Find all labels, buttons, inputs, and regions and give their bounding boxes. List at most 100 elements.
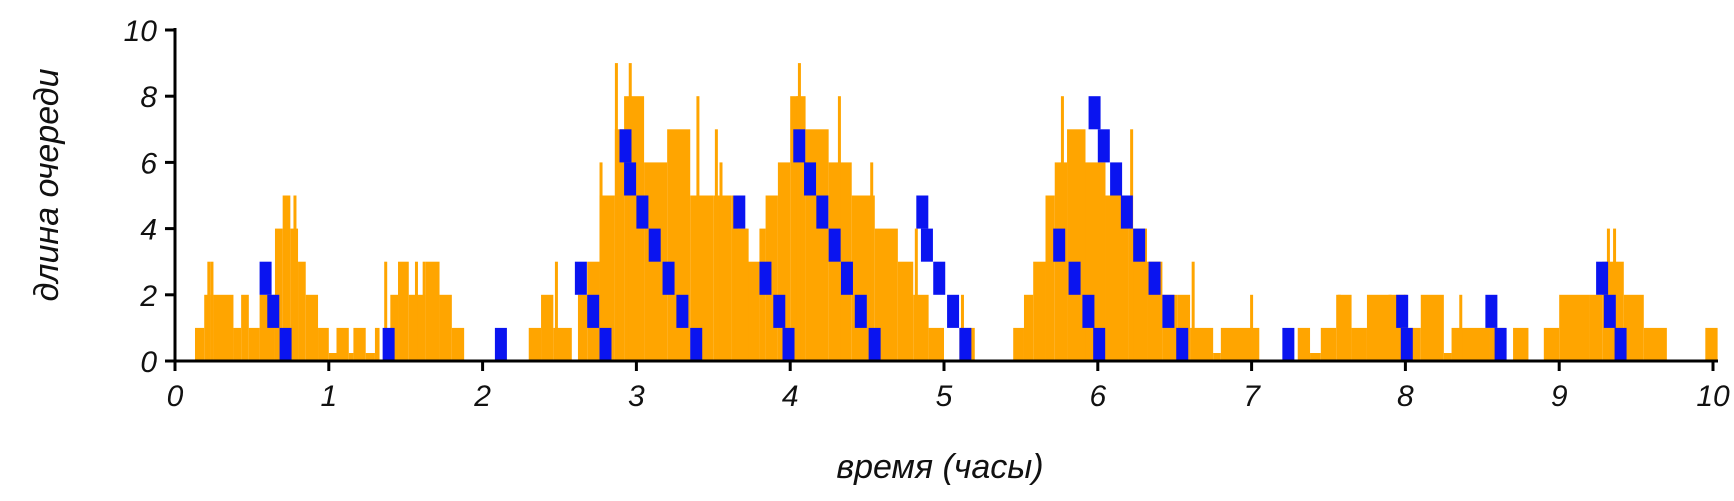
arrival-mark-17 <box>773 294 786 328</box>
y-tick-label-4: 4 <box>140 214 157 247</box>
arrival-mark-40 <box>1148 261 1161 295</box>
queue-spike-6 <box>554 261 558 361</box>
queue-step-55 <box>1045 195 1055 361</box>
queue-spike-14 <box>734 195 738 361</box>
queue-step-85 <box>1705 327 1718 361</box>
queue-step-52 <box>1013 327 1024 361</box>
arrival-mark-18 <box>782 327 795 361</box>
queue-spike-9 <box>628 63 632 361</box>
arrival-mark-30 <box>959 327 972 361</box>
x-tick-label-10: 10 <box>1696 380 1730 413</box>
queue-step-69 <box>1320 327 1337 361</box>
queue-spike-13 <box>731 195 735 361</box>
queue-step-25 <box>451 327 465 361</box>
arrival-mark-22 <box>828 228 841 262</box>
queue-spike-18 <box>837 96 841 361</box>
queue-step-17 <box>353 327 366 361</box>
arrival-mark-4 <box>494 327 507 361</box>
x-tick-label-2: 2 <box>473 380 491 413</box>
axes: 0 1 2 3 4 5 6 7 8 9 10 0 2 4 6 8 10 <box>124 15 1730 413</box>
queue-step-48 <box>897 261 914 361</box>
arrival-mark-2 <box>279 327 292 361</box>
queue-step-54 <box>1033 261 1046 361</box>
arrival-mark-26 <box>916 195 929 229</box>
arrival-mark-48 <box>1596 261 1609 295</box>
queue-spike-15 <box>745 228 749 361</box>
queue-step-74 <box>1420 294 1444 361</box>
queue-spike-1 <box>284 195 288 361</box>
queue-step-26 <box>528 327 542 361</box>
queue-step-57 <box>1067 129 1086 361</box>
y-tick-label-10: 10 <box>124 15 158 48</box>
queue-spike-7 <box>599 162 603 361</box>
queue-spike-11 <box>714 129 718 361</box>
queue-step-75 <box>1443 353 1452 361</box>
arrival-marks-layer <box>259 96 1627 361</box>
y-axis-title: длина очереди <box>28 68 66 301</box>
arrival-mark-29 <box>947 294 960 328</box>
arrival-mark-13 <box>676 294 689 328</box>
arrival-mark-39 <box>1133 228 1146 262</box>
queue-step-64 <box>1190 327 1214 361</box>
arrival-mark-0 <box>259 261 272 295</box>
queue-step-28 <box>553 327 572 361</box>
queue-step-59 <box>1105 195 1129 361</box>
queue-step-31 <box>599 195 615 361</box>
queue-spike-27 <box>1388 294 1392 361</box>
x-tick-label-5: 5 <box>936 380 953 413</box>
queue-step-2 <box>210 261 214 361</box>
queue-spike-17 <box>797 63 801 361</box>
queue-step-27 <box>541 294 554 361</box>
arrival-mark-9 <box>624 162 637 196</box>
y-tick-label-6: 6 <box>140 147 157 180</box>
queue-step-32 <box>614 129 625 361</box>
x-tick-label-4: 4 <box>782 380 799 413</box>
arrival-mark-42 <box>1176 327 1189 361</box>
arrival-mark-31 <box>1053 228 1066 262</box>
queue-spike-25 <box>1250 294 1254 361</box>
queue-spike-22 <box>1060 96 1064 361</box>
queue-step-6 <box>248 327 260 361</box>
queue-step-24 <box>439 294 452 361</box>
arrival-mark-36 <box>1097 129 1110 163</box>
queue-spike-8 <box>614 63 618 361</box>
queue-spike-4 <box>414 261 418 361</box>
queue-spike-2 <box>293 195 297 361</box>
arrival-mark-20 <box>804 162 817 196</box>
arrival-mark-11 <box>648 228 661 262</box>
arrival-mark-33 <box>1082 294 1095 328</box>
queue-step-80 <box>1559 294 1590 361</box>
arrival-mark-45 <box>1400 327 1413 361</box>
y-tick-label-2: 2 <box>139 280 157 313</box>
arrival-mark-12 <box>662 261 675 295</box>
queue-step-66 <box>1220 327 1260 361</box>
queue-step-19 <box>374 327 380 361</box>
arrival-mark-10 <box>636 195 649 229</box>
queue-step-5 <box>241 294 249 361</box>
arrival-mark-32 <box>1068 261 1081 295</box>
y-tick-label-0: 0 <box>140 346 157 379</box>
arrival-mark-50 <box>1614 327 1627 361</box>
queue-spike-24 <box>1191 261 1195 361</box>
arrival-mark-41 <box>1162 294 1175 328</box>
queue-spike-20 <box>914 228 918 361</box>
queue-step-15 <box>336 327 349 361</box>
arrival-mark-15 <box>733 195 746 229</box>
arrival-mark-1 <box>267 294 280 328</box>
arrival-mark-25 <box>868 327 881 361</box>
x-tick-label-1: 1 <box>320 380 337 413</box>
arrival-mark-44 <box>1396 294 1409 328</box>
queue-step-50 <box>928 327 944 361</box>
queue-step-36 <box>690 195 714 361</box>
queue-step-84 <box>1643 327 1667 361</box>
queue-spike-10 <box>696 96 700 361</box>
queue-step-16 <box>348 353 354 361</box>
queue-spike-29 <box>1459 294 1463 361</box>
arrival-mark-8 <box>619 129 632 163</box>
queue-spike-26 <box>1337 294 1341 361</box>
queue-step-68 <box>1310 353 1321 361</box>
arrival-mark-14 <box>690 327 703 361</box>
queue-step-37 <box>713 195 732 361</box>
queue-step-81 <box>1589 294 1603 361</box>
